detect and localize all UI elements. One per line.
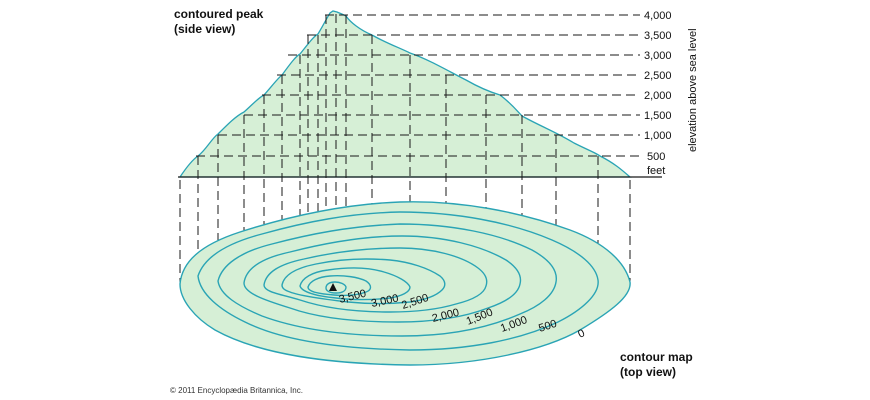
unit-feet: feet [647,165,665,177]
contour-1000 [217,223,557,337]
contour-3000 [299,267,411,301]
contour-3500 [307,275,372,297]
contour-500 [197,211,599,351]
copyright-notice: © 2011 Encyclopædia Britannica, Inc. [170,386,303,395]
contour-2000 [263,247,488,313]
tick-4000: 4,000 [644,10,672,22]
contour-4000 [325,281,347,294]
contour-2500 [281,258,446,305]
elevation-ticks: 4,000 3,500 3,000 2,500 2,000 1,500 1,00… [644,10,672,177]
elevation-dash-lines [196,14,640,157]
tick-2500: 2,500 [644,70,672,82]
tick-3000: 3,000 [644,50,672,62]
contour-label-0: 0 [576,327,587,340]
tick-3500: 3,500 [644,30,672,42]
top-view-subtitle: (top view) [620,365,676,379]
tick-1000: 1,000 [644,130,672,142]
side-view-title: contoured peak [174,7,264,21]
mountain-profile [178,10,632,178]
summit-triangle-icon [329,283,337,291]
tick-2000: 2,000 [644,90,672,102]
contour-label-500: 500 [537,318,558,335]
tick-1500: 1,500 [644,110,672,122]
contour-map [179,201,631,366]
contour-label-3000: 3,000 [370,292,399,309]
side-view-subtitle: (side view) [174,22,235,36]
axis-label-elevation: elevation above sea level [687,28,699,152]
top-view-title: contour map [620,350,693,364]
contour-0 [179,201,631,366]
tick-500: 500 [647,151,665,163]
contour-1500 [243,235,522,323]
